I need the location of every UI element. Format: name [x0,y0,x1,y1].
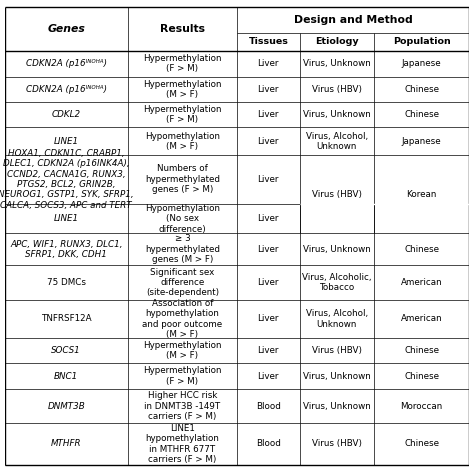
Text: Liver: Liver [257,137,279,146]
Text: Virus (HBV): Virus (HBV) [312,85,362,94]
Text: Virus, Unknown: Virus, Unknown [303,59,371,68]
Text: Results: Results [160,24,205,34]
Text: 75 DMCs: 75 DMCs [47,278,86,287]
Text: Significant sex
difference
(site-dependent): Significant sex difference (site-depende… [146,268,219,297]
Text: Genes: Genes [47,24,85,34]
Text: Blood: Blood [256,401,281,410]
Text: MTHFR: MTHFR [51,439,82,448]
Text: Virus, Unknown: Virus, Unknown [303,110,371,119]
Text: Blood: Blood [256,439,281,448]
Text: Chinese: Chinese [404,372,439,381]
Text: SOCS1: SOCS1 [51,346,81,355]
Text: Hypermethylation
(F > M): Hypermethylation (F > M) [143,54,222,73]
Text: Virus (HBV): Virus (HBV) [312,190,362,199]
Text: Moroccan: Moroccan [401,401,443,410]
Text: Population: Population [393,37,450,46]
Text: HOXA1, CDKN1C, CRABP1,
DLEC1, CDKN2A (p16INK4A),
CCND2, CACNA1G, RUNX3,
PTGS2, B: HOXA1, CDKN1C, CRABP1, DLEC1, CDKN2A (p1… [0,149,134,210]
Text: Association of
hypomethylation
and poor outcome
(M > F): Association of hypomethylation and poor … [142,299,222,339]
Text: Liver: Liver [257,59,279,68]
Text: Design and Method: Design and Method [294,15,412,25]
Text: Korean: Korean [407,190,437,199]
Text: LINE1: LINE1 [54,137,79,146]
Text: Chinese: Chinese [404,245,439,254]
Text: Liver: Liver [257,214,279,223]
Text: Virus, Alcoholic,
Tobacco: Virus, Alcoholic, Tobacco [302,273,372,292]
Text: Japanese: Japanese [402,137,441,146]
Text: Tissues: Tissues [248,37,288,46]
Text: CDKN2A (p16ᴵᴺᴼᴴᴬ): CDKN2A (p16ᴵᴺᴼᴴᴬ) [26,85,107,94]
Text: Chinese: Chinese [404,85,439,94]
Text: Liver: Liver [257,110,279,119]
Text: Virus, Unknown: Virus, Unknown [303,245,371,254]
Text: Numbers of
hypermethylated
genes (F > M): Numbers of hypermethylated genes (F > M) [145,164,220,194]
Text: Higher HCC risk
in DNMT3B -149T
carriers (F > M): Higher HCC risk in DNMT3B -149T carriers… [144,391,220,421]
Text: APC, WIF1, RUNX3, DLC1,
SFRP1, DKK, CDH1: APC, WIF1, RUNX3, DLC1, SFRP1, DKK, CDH1 [10,240,123,259]
Text: Liver: Liver [257,346,279,355]
Text: Virus, Unknown: Virus, Unknown [303,401,371,410]
Text: Etiology: Etiology [315,37,359,46]
Text: CDKN2A (p16ᴵᴺᴼᴴᴬ): CDKN2A (p16ᴵᴺᴼᴴᴬ) [26,59,107,68]
Text: Hypermethylation
(M > F): Hypermethylation (M > F) [143,80,222,99]
Text: Liver: Liver [257,175,279,184]
Text: Virus, Unknown: Virus, Unknown [303,372,371,381]
Text: Virus, Alcohol,
Unknown: Virus, Alcohol, Unknown [306,309,368,328]
Text: Chinese: Chinese [404,110,439,119]
Text: Chinese: Chinese [404,346,439,355]
Text: Japanese: Japanese [402,59,441,68]
Text: Liver: Liver [257,245,279,254]
Text: TNFRSF12A: TNFRSF12A [41,314,91,323]
Text: ≥ 3
hypermethylated
genes (M > F): ≥ 3 hypermethylated genes (M > F) [145,235,220,264]
Text: CDKL2: CDKL2 [52,110,81,119]
Text: LINE1: LINE1 [54,214,79,223]
Text: American: American [401,278,442,287]
Text: Liver: Liver [257,278,279,287]
Text: Liver: Liver [257,372,279,381]
Text: Virus (HBV): Virus (HBV) [312,439,362,448]
Text: Liver: Liver [257,314,279,323]
Text: Hypermethylation
(F > M): Hypermethylation (F > M) [143,105,222,124]
Text: BNC1: BNC1 [54,372,78,381]
Text: Virus (HBV): Virus (HBV) [312,346,362,355]
Text: American: American [401,314,442,323]
Text: Hypomethylation
(M > F): Hypomethylation (M > F) [145,131,220,151]
Text: LINE1
hypomethylation
in MTHFR 677T
carriers (F > M): LINE1 hypomethylation in MTHFR 677T carr… [146,424,219,464]
Text: Liver: Liver [257,85,279,94]
Text: Chinese: Chinese [404,439,439,448]
Text: Hypomethylation
(No sex
difference): Hypomethylation (No sex difference) [145,204,220,234]
Text: Hypermethylation
(F > M): Hypermethylation (F > M) [143,366,222,386]
Text: DNMT3B: DNMT3B [47,401,85,410]
Text: Virus, Alcohol,
Unknown: Virus, Alcohol, Unknown [306,131,368,151]
Text: Hypermethylation
(M > F): Hypermethylation (M > F) [143,341,222,360]
